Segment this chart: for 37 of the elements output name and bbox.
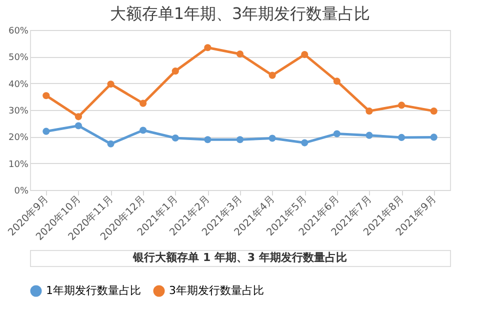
point <box>107 140 114 148</box>
point <box>204 44 212 52</box>
point <box>172 68 179 75</box>
point <box>398 102 406 109</box>
y-tick-label: 20% <box>8 133 29 144</box>
point <box>268 72 276 79</box>
point <box>430 108 438 115</box>
point <box>107 80 114 88</box>
point <box>301 139 308 146</box>
point <box>74 113 82 120</box>
text: 银行大额存单 1 年期、3 年期发行数量占比 <box>132 251 347 264</box>
point <box>42 92 50 100</box>
y-tick-label: 0% <box>14 186 29 196</box>
point <box>42 128 50 135</box>
y-tick-label: 30% <box>8 106 29 116</box>
point <box>74 122 82 130</box>
point <box>140 100 147 107</box>
point <box>430 134 438 141</box>
y-tick-label: 10% <box>8 160 29 170</box>
chart-title: 大额存单1年期、3年期发行数量占比 <box>110 4 370 23</box>
y-tick-label: 50% <box>8 53 29 64</box>
point <box>301 51 308 58</box>
legend-label: 1年期发行数量占比 <box>46 284 141 297</box>
point <box>204 136 212 144</box>
y-tick-label: 60% <box>8 26 29 36</box>
point <box>172 134 179 142</box>
point <box>140 126 147 134</box>
point <box>366 132 373 139</box>
point <box>268 134 276 142</box>
point <box>366 108 373 115</box>
point <box>398 134 406 141</box>
legend-label: 3年期发行数量占比 <box>169 284 264 297</box>
y-tick-label: 40% <box>8 80 29 90</box>
point <box>333 130 340 138</box>
point <box>236 50 244 58</box>
point <box>236 136 244 144</box>
point <box>333 78 340 85</box>
